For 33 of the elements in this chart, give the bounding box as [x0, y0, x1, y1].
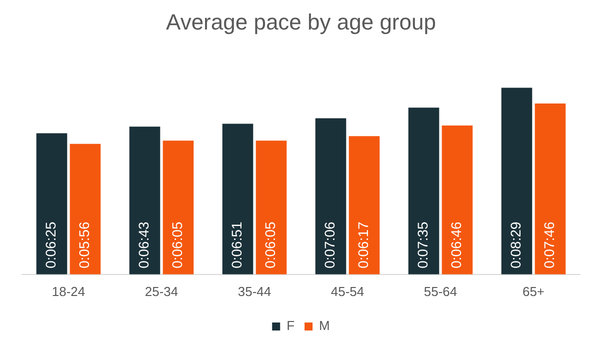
data-label: 0:08:29	[508, 221, 524, 268]
bar	[70, 144, 101, 274]
data-label: 0:07:06	[322, 221, 338, 268]
data-label: 0:07:46	[541, 221, 558, 268]
bar	[36, 133, 68, 274]
x-tick-label: 65+	[522, 284, 545, 299]
data-label: 0:05:56	[76, 221, 92, 268]
x-tick-label: 35-44	[238, 284, 272, 299]
legend-label: M	[319, 318, 330, 334]
bar	[315, 118, 346, 274]
x-tick-label: 18-24	[52, 284, 86, 299]
data-label: 0:06:46	[448, 221, 464, 268]
data-label: 0:06:51	[228, 221, 245, 268]
legend-label: F	[286, 318, 295, 334]
bar	[162, 140, 194, 274]
bar	[129, 126, 160, 274]
x-tick-label: 55-64	[424, 284, 458, 299]
bar	[222, 124, 254, 274]
bar	[442, 126, 473, 274]
data-label: 0:06:25	[42, 221, 59, 268]
data-label: 0:06:43	[136, 221, 152, 268]
data-label: 0:06:17	[355, 221, 372, 268]
bar	[256, 140, 287, 274]
x-tick-label: 45-54	[330, 284, 364, 299]
data-label: 0:06:05	[169, 221, 186, 268]
bar	[348, 136, 380, 274]
bar	[501, 88, 532, 274]
chart-title: Average pace by age group	[166, 9, 436, 34]
bar	[408, 108, 440, 274]
data-label: 0:06:05	[262, 221, 278, 268]
data-label: 0:07:35	[414, 221, 431, 268]
bar	[534, 104, 566, 274]
x-tick-label: 25-34	[144, 284, 178, 299]
